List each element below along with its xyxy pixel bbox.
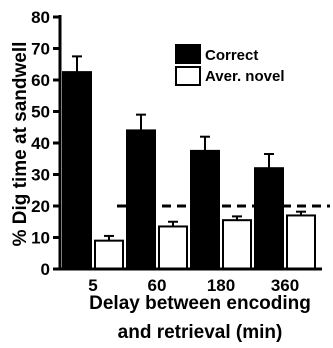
y-tick-label-10: 10	[31, 229, 50, 248]
x-axis-title-line-2: and retrieval (min)	[118, 322, 283, 343]
correct-bar-60	[126, 129, 156, 270]
y-tick-label-20: 20	[31, 197, 50, 216]
y-axis-title: % Dig time at sandwell	[10, 42, 31, 247]
y-tick-label-0: 0	[41, 260, 50, 279]
legend-label-aver-novel: Aver. novel	[205, 68, 284, 85]
y-tick-label-80: 80	[31, 8, 50, 27]
correct-bar-180	[190, 149, 220, 270]
aver-novel-bar-360	[286, 214, 316, 270]
x-tick-label-60: 60	[148, 276, 167, 295]
y-tick-label-70: 70	[31, 40, 50, 59]
bar-series	[62, 55, 316, 271]
correct-bar-5	[62, 71, 92, 270]
aver-novel-bar-60	[158, 225, 188, 271]
legend-swatch-correct	[175, 44, 201, 64]
x-tick-label-180: 180	[207, 276, 235, 295]
legend-label-correct: Correct	[205, 47, 258, 64]
y-tick-label-40: 40	[31, 134, 50, 153]
aver-novel-bar-180	[222, 219, 252, 271]
x-axis-title-line-1: Delay between encoding	[89, 293, 311, 314]
y-tick-label-30: 30	[31, 166, 50, 185]
legend: Correct Aver. novel	[175, 44, 284, 86]
correct-bar-360	[254, 167, 284, 270]
y-tick-label-50: 50	[31, 103, 50, 122]
x-tick-label-5: 5	[88, 276, 97, 295]
legend-swatch-aver-novel	[175, 66, 201, 86]
aver-novel-bar-5	[94, 239, 124, 270]
y-axis-ticks: 0 10 20 30 40 50 60 70 80	[31, 8, 60, 279]
x-axis-tick-labels: 5 60 180 360	[88, 276, 299, 295]
x-tick-label-360: 360	[271, 276, 299, 295]
y-tick-label-60: 60	[31, 71, 50, 90]
